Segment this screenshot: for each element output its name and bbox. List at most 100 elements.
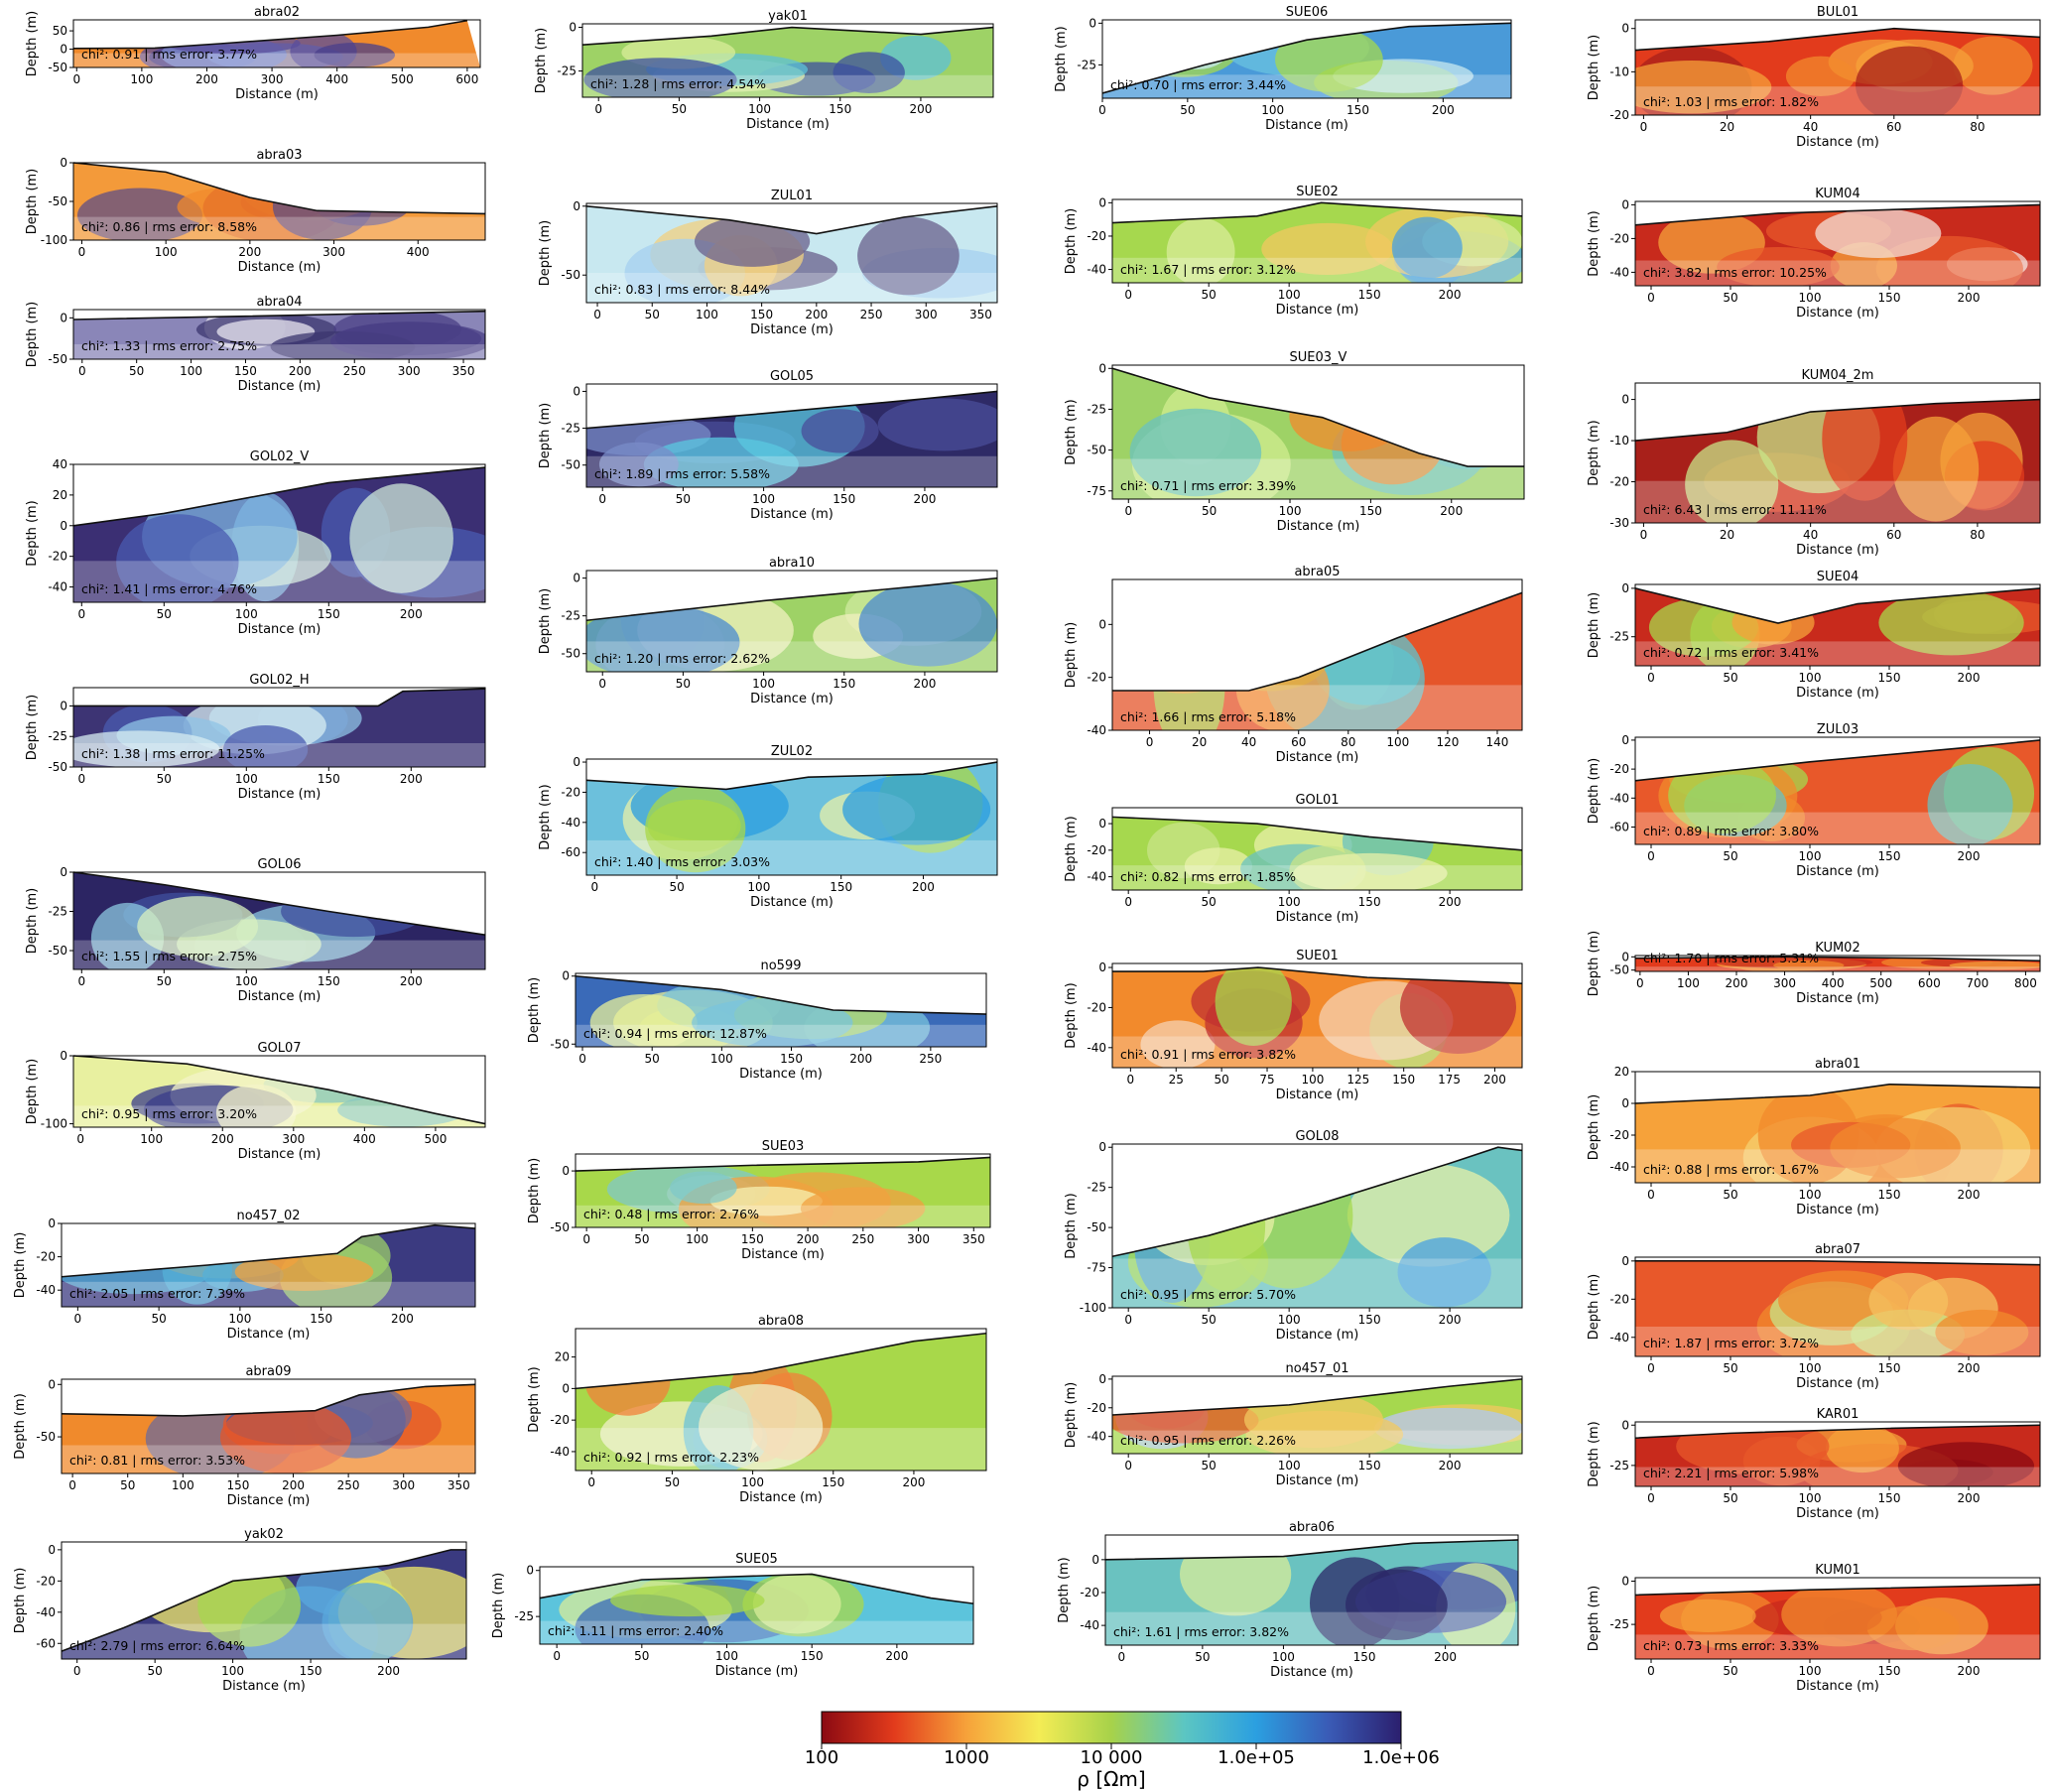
x-tick-label: 100 [1279, 504, 1302, 518]
profile-panel: GOL07 0 100 200 300 400 500 -100 0 Distance (m) De… [25, 1041, 486, 1162]
resistivity-body [219, 1401, 352, 1473]
coverage-fade [73, 53, 480, 67]
y-axis-label: Depth (m) [527, 1366, 542, 1433]
panel-title: KAR01 [1817, 1407, 1859, 1422]
x-tick-label: 200 [400, 607, 423, 621]
panel-title: GOL02_H [249, 673, 309, 688]
resistivity-body [1153, 618, 1225, 730]
y-tick-label: -30 [1609, 516, 1629, 530]
x-tick-label: 0 [1124, 1313, 1132, 1327]
resistivity-section [1635, 399, 2040, 523]
y-tick-label: -25 [561, 422, 580, 436]
x-tick-label: 0 [1124, 288, 1132, 302]
coverage-fade [62, 1281, 475, 1307]
y-tick-label: 0 [1621, 393, 1629, 407]
profile-panel: abra08 0 50 100 150 200 -40 -20 0 20 Distance (m) D… [527, 1314, 987, 1505]
resistivity-body [1129, 408, 1262, 497]
x-tick-label: 100 [1799, 1491, 1822, 1505]
y-tick-label: 40 [53, 457, 67, 471]
coverage-fade [1112, 257, 1522, 283]
profile-panel: SUE02 0 50 100 150 200 -40 -20 0 Distance (m) Dept… [1064, 185, 1523, 318]
y-axis-label: Depth (m) [1064, 982, 1079, 1049]
profile-panel: no599 0 50 100 150 200 250 -50 0 Distance (m) Dept… [527, 959, 987, 1082]
fit-statistics: chi²: 0.82 | rms error: 1.85% [1120, 869, 1296, 884]
x-tick-label: 50 [148, 1664, 163, 1678]
y-tick-label: 0 [562, 969, 570, 983]
plot-frame [575, 1328, 987, 1472]
x-tick-label: 300 [915, 308, 938, 321]
plot-frame [1634, 1071, 2041, 1184]
plot-frame [585, 383, 998, 488]
topography-line [1112, 591, 1523, 692]
plot-frame [1101, 19, 1512, 99]
x-tick-label: 300 [392, 1478, 415, 1492]
x-axis-label: Distance (m) [1796, 1506, 1879, 1521]
y-tick-label: 0 [48, 1377, 56, 1391]
x-tick-label: 350 [969, 308, 992, 321]
x-tick-label: 200 [913, 677, 936, 691]
y-axis-label: Depth (m) [1587, 931, 1602, 997]
resistivity-body [645, 784, 746, 873]
y-tick-label: -60 [561, 845, 580, 859]
x-tick-label: 100 [180, 364, 202, 378]
y-tick-label: 20 [1614, 1065, 1629, 1079]
x-tick-label: 50 [1723, 1491, 1737, 1505]
y-tick-label: -20 [1087, 843, 1106, 857]
x-tick-label: 400 [325, 72, 348, 86]
y-tick-label: -25 [48, 905, 67, 919]
resistivity-body [1878, 589, 2024, 656]
y-tick-label: 0 [562, 1164, 570, 1178]
x-tick-label: 100 [1278, 288, 1301, 302]
x-tick-label: 0 [1647, 291, 1655, 305]
resistivity-body [1935, 1309, 2029, 1355]
y-tick-label: 0 [1621, 1096, 1629, 1110]
y-tick-label: 0 [1621, 197, 1629, 211]
x-tick-label: 250 [337, 1478, 360, 1492]
x-tick-label: 200 [1432, 103, 1455, 117]
x-tick-label: 150 [318, 974, 340, 988]
resistivity-body [752, 1574, 841, 1634]
x-tick-label: 150 [1346, 103, 1369, 117]
resistivity-body [1851, 1309, 1966, 1356]
y-tick-label: 0 [1098, 361, 1106, 375]
y-tick-label: -25 [1609, 630, 1629, 644]
x-axis-label: Distance (m) [1270, 1665, 1353, 1680]
y-tick-label: -40 [1609, 791, 1629, 805]
y-tick-label: -20 [550, 1413, 570, 1427]
fit-statistics: chi²: 1.87 | rms error: 3.72% [1643, 1336, 1819, 1350]
x-tick-label: 0 [587, 1475, 595, 1489]
panel-title: abra05 [1294, 565, 1340, 579]
y-tick-label: 0 [1621, 950, 1629, 963]
fit-statistics: chi²: 0.91 | rms error: 3.77% [81, 47, 257, 62]
fit-statistics: chi²: 0.72 | rms error: 3.41% [1643, 645, 1819, 660]
x-tick-label: 150 [741, 1232, 764, 1246]
panel-title: abra09 [245, 1364, 291, 1379]
x-tick-label: 20 [1720, 528, 1734, 542]
x-tick-label: 200 [391, 1312, 414, 1326]
y-tick-label: -50 [1609, 963, 1629, 977]
x-tick-label: 0 [1647, 849, 1655, 863]
x-tick-label: 200 [282, 1478, 305, 1492]
y-tick-label: -40 [1609, 265, 1629, 279]
x-tick-label: 0 [73, 1664, 81, 1678]
x-tick-label: 0 [78, 364, 86, 378]
topography-line [585, 204, 998, 235]
y-axis-label: Depth (m) [1587, 210, 1602, 277]
resistivity-body [222, 725, 309, 767]
fit-statistics: chi²: 0.83 | rms error: 8.44% [594, 282, 770, 297]
coverage-fade [62, 1445, 475, 1473]
panel-title: KUM02 [1815, 941, 1859, 956]
y-tick-label: -50 [48, 61, 67, 74]
coverage-fade [1635, 966, 2040, 971]
x-tick-label: 0 [68, 1478, 76, 1492]
x-tick-label: 200 [377, 1664, 400, 1678]
resistivity-body [1184, 847, 1252, 885]
fit-statistics: chi²: 1.61 | rms error: 3.82% [1113, 1624, 1289, 1639]
coverage-fade [1635, 1634, 2040, 1659]
x-tick-label: 150 [1878, 291, 1901, 305]
resistivity-section [1635, 28, 2040, 115]
x-axis-label: Distance (m) [1796, 1679, 1879, 1694]
panel-title: GOL08 [1295, 1129, 1339, 1144]
resistivity-section [540, 1574, 973, 1644]
topography-line [1111, 201, 1523, 224]
